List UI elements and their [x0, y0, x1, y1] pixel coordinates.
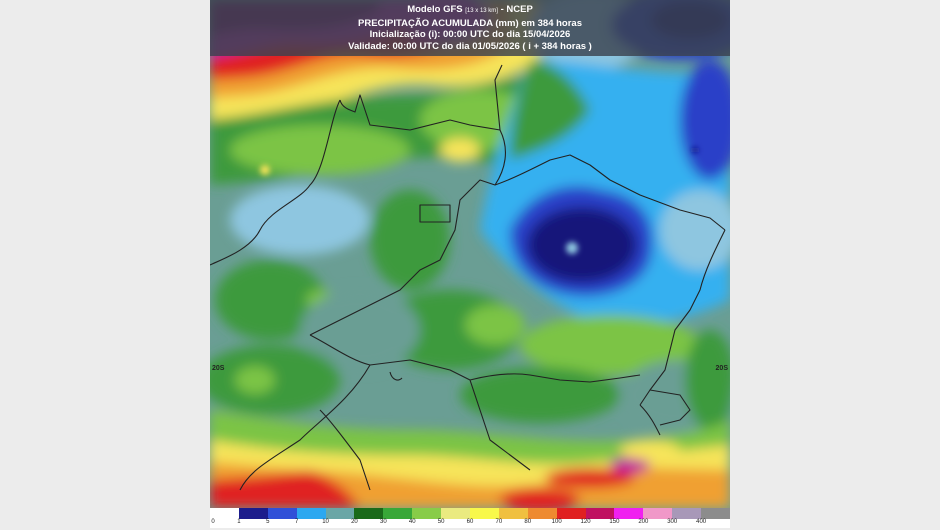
- legend-swatch: [325, 508, 355, 519]
- legend-swatch: [556, 508, 586, 519]
- legend-swatch: [210, 508, 239, 519]
- legend-swatch: [412, 508, 442, 519]
- model-resolution: [13 x 13 km]: [465, 8, 498, 14]
- legend-tick-label: 20: [351, 519, 358, 525]
- legend-tick-label: 200: [638, 519, 649, 525]
- legend-tick-label: 5: [266, 519, 270, 525]
- legend-color-bar: [210, 508, 730, 519]
- legend-swatch: [701, 508, 730, 519]
- legend-swatch: [672, 508, 702, 519]
- initialization-time: Inicialização (i): 00:00 UTC do dia 15/0…: [369, 29, 571, 40]
- legend-tick-label: 400: [696, 519, 707, 525]
- legend-tick-label: 7: [294, 519, 299, 525]
- legend-swatch: [470, 508, 499, 519]
- latitude-label-right: 20S: [715, 365, 728, 372]
- legend-tick-label: 0: [211, 519, 215, 525]
- map-header: Modelo GFS [13 x 13 km] - NCEP PRECIPITA…: [210, 0, 730, 56]
- model-source: - NCEP: [500, 4, 533, 15]
- legend-tick-label: 60: [466, 519, 474, 525]
- legend-swatch: [527, 508, 557, 519]
- legend-tick-label: 70: [495, 519, 503, 525]
- legend-tick-label: 80: [524, 519, 532, 525]
- legend-swatch: [296, 508, 326, 519]
- legend-swatch: [643, 508, 673, 519]
- model-name: Modelo GFS: [407, 4, 463, 15]
- legend-tick-label: 50: [437, 519, 445, 525]
- model-title-line: Modelo GFS [13 x 13 km] - NCEP: [210, 4, 730, 18]
- precipitation-field: [210, 0, 730, 508]
- validity-time: Validade: 00:00 UTC do dia 01/05/2026 ( …: [348, 40, 592, 52]
- legend-swatch: [498, 508, 528, 519]
- legend-tick-label: 10: [322, 519, 329, 525]
- legend-swatch: [354, 508, 384, 519]
- legend-swatch: [383, 508, 413, 519]
- legend-swatch: [238, 508, 268, 519]
- legend-tick-label: 40: [408, 519, 416, 525]
- latitude-label-left: 20S: [212, 365, 225, 372]
- legend-swatch: [585, 508, 615, 519]
- legend-tick-label: 30: [379, 519, 387, 525]
- legend-swatch: [614, 508, 644, 519]
- legend-tick-label: 1: [237, 519, 241, 525]
- product-title: PRECIPITAÇÃO ACUMULADA (mm) em 384 horas: [358, 17, 582, 29]
- legend-swatch: [267, 508, 297, 519]
- legend-swatch: [441, 508, 471, 519]
- legend-tick-label: 120: [580, 519, 591, 525]
- legend-tick-label: 300: [667, 519, 678, 525]
- legend-tick-label: 100: [551, 519, 562, 525]
- state-borders: [210, 64, 726, 491]
- color-legend: 0 1 5 7 10 20 30 40 50 60 70 80 100 120 150 200 300 400: [210, 508, 730, 528]
- legend-tick-label: 150: [609, 519, 620, 525]
- precipitation-map: Modelo GFS [13 x 13 km] - NCEP PRECIPITA…: [210, 0, 730, 528]
- legend-ticks: 0 1 5 7 10 20 30 40 50 60 70 80 100 120 150 200 300 400: [210, 519, 730, 528]
